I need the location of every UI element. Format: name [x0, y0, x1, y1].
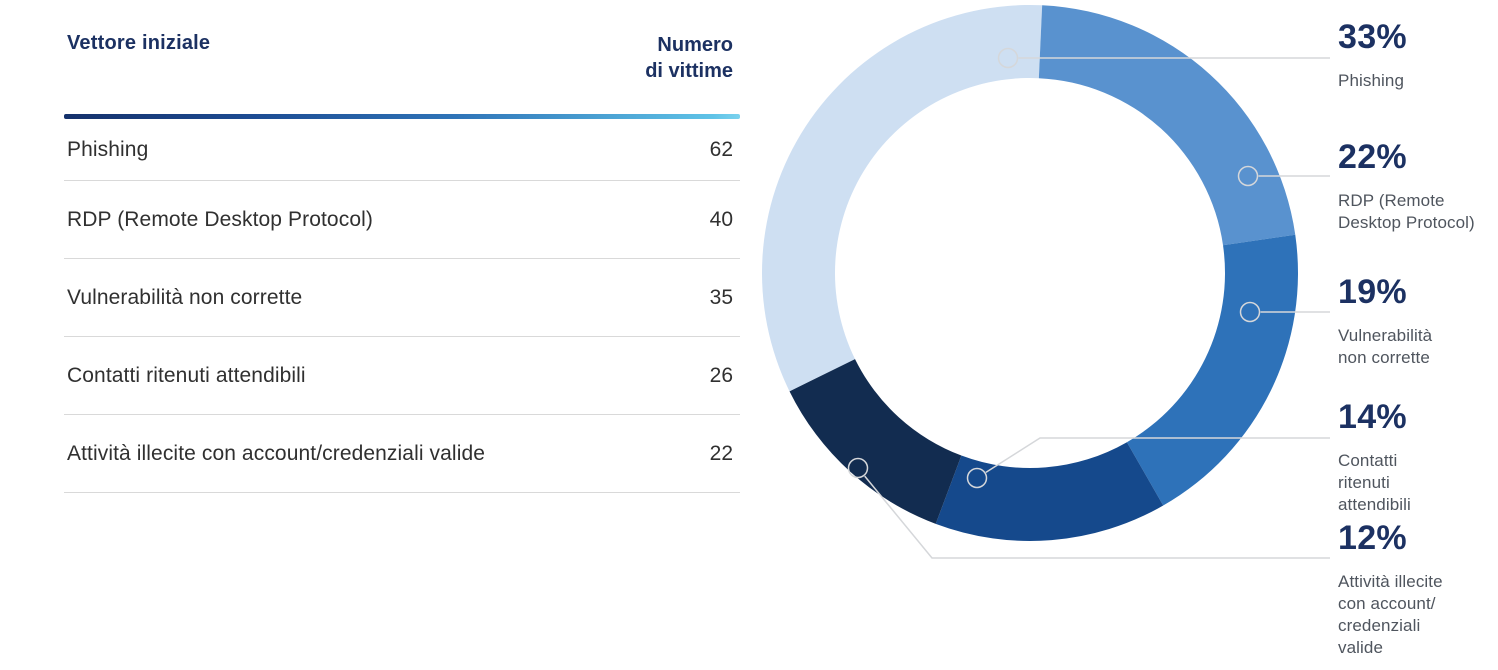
pct-label: RDP (Remote Desktop Protocol) [1338, 191, 1475, 232]
pct-label: Attività illecite con account/ credenzia… [1338, 572, 1443, 657]
callout-rdp: 22% RDP (Remote Desktop Protocol) [1338, 140, 1498, 234]
header-victims-column: Numero di vittime [645, 34, 733, 82]
callout-phishing: 33% Phishing [1338, 20, 1498, 92]
pct-value: 22% [1338, 138, 1407, 176]
marker-circle [966, 467, 988, 489]
row-label: Contatti ritenuti attendibili [67, 363, 306, 387]
row-value: 35 [709, 285, 733, 309]
pct-value: 12% [1338, 519, 1407, 557]
donut-segment-rdp-remote-desktop-protocol [1038, 5, 1296, 246]
callout-attivita: 12% Attività illecite con account/ crede… [1338, 521, 1498, 659]
gradient-divider-bar [64, 114, 740, 119]
marker-circle [1237, 165, 1259, 187]
pct-label: Phishing [1338, 71, 1405, 90]
table-row: Vulnerabilità non corrette 35 [64, 259, 740, 337]
pct-label: Vulnerabilità non corrette [1338, 326, 1433, 367]
pct-value: 19% [1338, 273, 1407, 311]
donut-segment-vulnerabilit-non-corrette [1126, 234, 1298, 506]
marker-circle [1239, 301, 1261, 323]
donut-segment-phishing [761, 5, 1043, 392]
row-label: Vulnerabilità non corrette [67, 285, 303, 309]
callout-vulnerabilita: 19% Vulnerabilità non corrette [1338, 275, 1498, 369]
marker-circle [997, 47, 1019, 69]
donut-segment-attivit-illecite-con-account-credenziali-valide [789, 359, 962, 524]
row-value: 62 [709, 137, 733, 161]
row-value: 26 [709, 363, 733, 387]
pct-value: 14% [1338, 398, 1407, 436]
pct-value: 33% [1338, 18, 1407, 56]
table-row: RDP (Remote Desktop Protocol) 40 [64, 181, 740, 259]
row-label: Phishing [67, 137, 149, 161]
table-row: Phishing 62 [64, 119, 740, 181]
table-row: Attività illecite con account/credenzial… [64, 415, 740, 493]
table-row: Contatti ritenuti attendibili 26 [64, 337, 740, 415]
leader-line [985, 437, 1330, 474]
row-value: 40 [709, 207, 733, 231]
row-label: Attività illecite con account/credenzial… [67, 441, 486, 465]
pct-label: Contatti ritenuti attendibili [1338, 451, 1411, 514]
header-vector-column: Vettore iniziale [67, 32, 211, 54]
callout-contatti: 14% Contatti ritenuti attendibili [1338, 400, 1498, 516]
vector-table: Vettore iniziale Numero di vittime Phish… [64, 0, 740, 493]
marker-circle [847, 457, 869, 479]
row-label: RDP (Remote Desktop Protocol) [67, 207, 373, 231]
leader-line [864, 475, 1330, 559]
row-value: 22 [709, 441, 733, 465]
donut-segment-contatti-ritenuti-attendibili [935, 442, 1164, 541]
table-header: Vettore iniziale Numero di vittime [64, 0, 740, 114]
